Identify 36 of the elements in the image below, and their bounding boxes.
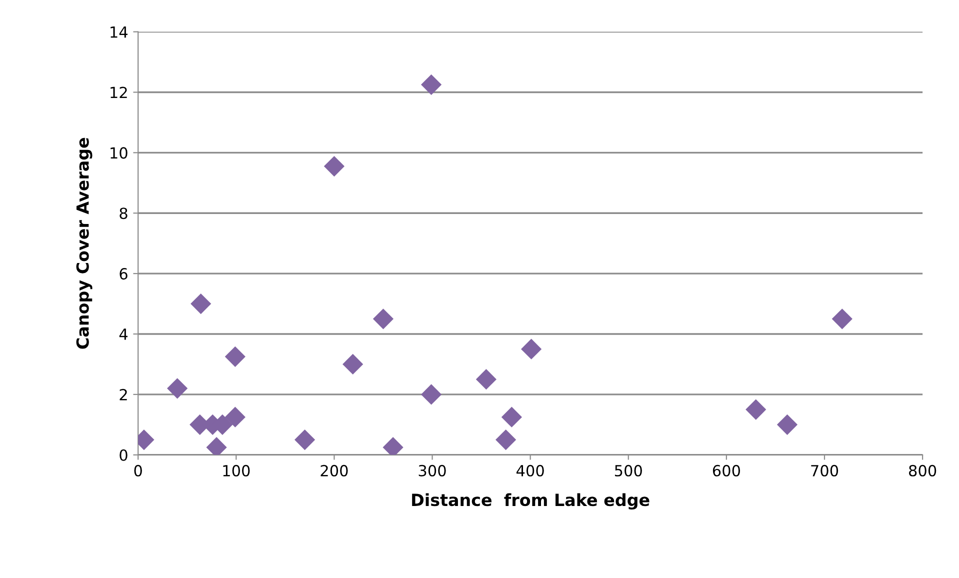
point	[420, 384, 442, 405]
point	[342, 354, 364, 375]
y-tick-label: 14	[110, 26, 128, 38]
point	[501, 406, 522, 428]
point	[776, 414, 798, 435]
x-tick-label: 500	[614, 464, 642, 476]
y-tick-label: 6	[120, 268, 128, 280]
point	[832, 308, 852, 330]
x-tick-label: 400	[516, 464, 544, 476]
y-tick-label: 8	[120, 208, 128, 220]
point	[521, 338, 542, 360]
y-tick-label: 4	[119, 328, 128, 340]
point	[294, 429, 316, 450]
point	[224, 406, 246, 428]
point	[420, 74, 442, 95]
point	[496, 429, 516, 450]
point	[372, 308, 394, 330]
y-tick-label: 10	[110, 147, 128, 159]
point	[190, 293, 212, 314]
x-tick-label: 600	[712, 464, 740, 476]
point	[167, 378, 188, 399]
x-tick-label: 0	[134, 464, 142, 476]
x-axis-title: Distance from Lake edge	[412, 493, 650, 510]
x-tick-label: 300	[418, 464, 446, 476]
x-tick-label: 200	[320, 464, 348, 476]
point	[224, 346, 246, 367]
y-axis-title: Canopy Cover Average	[76, 138, 92, 349]
y-tick-label: 2	[120, 388, 127, 400]
x-tick-label: 700	[811, 464, 838, 476]
y-tick-label: 0	[120, 449, 128, 461]
point	[476, 369, 496, 390]
point	[746, 399, 766, 420]
x-tick-label: 100	[223, 464, 250, 476]
y-tick-label: 12	[110, 86, 127, 98]
point	[324, 156, 345, 177]
x-tick-label: 800	[909, 464, 936, 476]
